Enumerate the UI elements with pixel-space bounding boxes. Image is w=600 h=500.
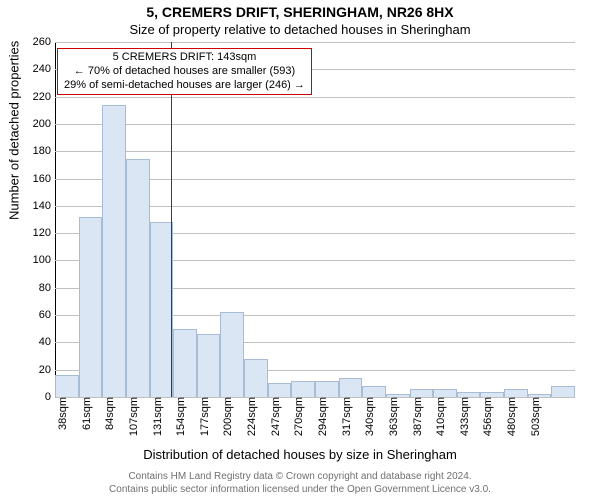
x-tick-label: 387sqm xyxy=(410,397,424,436)
y-axis-line xyxy=(55,42,56,397)
gridline xyxy=(55,97,575,98)
x-tick-label: 270sqm xyxy=(291,397,305,436)
gridline xyxy=(55,124,575,125)
histogram-bar xyxy=(504,389,528,397)
y-tick-label: 120 xyxy=(33,227,55,239)
x-tick-label: 200sqm xyxy=(220,397,234,436)
y-tick-label: 100 xyxy=(33,254,55,266)
callout-line: 5 CREMERS DRIFT: 143sqm xyxy=(64,51,305,65)
gridline xyxy=(55,151,575,152)
x-tick-label: 410sqm xyxy=(433,397,447,436)
chart-title: 5, CREMERS DRIFT, SHERINGHAM, NR26 8HX xyxy=(0,4,600,20)
chart-container: 5, CREMERS DRIFT, SHERINGHAM, NR26 8HX S… xyxy=(0,0,600,500)
x-tick-label: 131sqm xyxy=(150,397,164,436)
y-tick-label: 140 xyxy=(33,200,55,212)
x-tick-label: 456sqm xyxy=(480,397,494,436)
histogram-bar xyxy=(410,389,434,397)
callout-line: ← 70% of detached houses are smaller (59… xyxy=(64,65,305,79)
chart-subtitle: Size of property relative to detached ho… xyxy=(0,22,600,37)
attribution-line: Contains public sector information licen… xyxy=(0,484,600,497)
marker-line xyxy=(171,42,172,397)
histogram-bar xyxy=(150,222,174,397)
plot-area: 02040608010012014016018020022024026038sq… xyxy=(55,42,575,397)
x-tick-label: 294sqm xyxy=(315,397,329,436)
x-axis-label: Distribution of detached houses by size … xyxy=(0,447,600,462)
x-tick-label: 317sqm xyxy=(339,397,353,436)
histogram-bar xyxy=(339,378,363,397)
y-tick-label: 60 xyxy=(39,309,55,321)
y-axis-label: Number of detached properties xyxy=(7,40,22,219)
x-tick-label: 154sqm xyxy=(173,397,187,436)
histogram-bar xyxy=(173,329,197,397)
y-tick-label: 200 xyxy=(33,118,55,130)
x-tick-label: 503sqm xyxy=(528,397,542,436)
x-tick-label: 480sqm xyxy=(504,397,518,436)
x-tick-label: 363sqm xyxy=(386,397,400,436)
histogram-bar xyxy=(551,386,575,397)
histogram-bar xyxy=(362,386,386,397)
x-tick-label: 177sqm xyxy=(197,397,211,436)
y-tick-label: 160 xyxy=(33,173,55,185)
y-tick-label: 240 xyxy=(33,63,55,75)
x-tick-label: 433sqm xyxy=(457,397,471,436)
x-tick-label: 107sqm xyxy=(126,397,140,436)
x-tick-label: 247sqm xyxy=(268,397,282,436)
histogram-bar xyxy=(197,334,221,397)
attribution-text: Contains HM Land Registry data © Crown c… xyxy=(0,471,600,496)
callout-line: 29% of semi-detached houses are larger (… xyxy=(64,79,305,93)
marker-callout: 5 CREMERS DRIFT: 143sqm← 70% of detached… xyxy=(57,48,312,95)
histogram-bar xyxy=(126,159,150,397)
y-tick-label: 260 xyxy=(33,36,55,48)
y-tick-label: 0 xyxy=(45,391,55,403)
histogram-bar xyxy=(244,359,268,397)
x-tick-label: 61sqm xyxy=(79,397,93,430)
y-tick-label: 180 xyxy=(33,145,55,157)
y-tick-label: 20 xyxy=(39,364,55,376)
histogram-bar xyxy=(315,381,339,397)
y-tick-label: 220 xyxy=(33,91,55,103)
histogram-bar xyxy=(220,312,244,397)
histogram-bar xyxy=(102,105,126,397)
x-tick-label: 340sqm xyxy=(362,397,376,436)
y-tick-label: 80 xyxy=(39,282,55,294)
x-tick-label: 38sqm xyxy=(55,397,69,430)
histogram-bar xyxy=(79,217,103,397)
attribution-line: Contains HM Land Registry data © Crown c… xyxy=(0,471,600,484)
y-tick-label: 40 xyxy=(39,336,55,348)
histogram-bar xyxy=(433,389,457,397)
histogram-bar xyxy=(268,383,292,397)
gridline xyxy=(55,42,575,43)
histogram-bar xyxy=(291,381,315,397)
x-tick-label: 224sqm xyxy=(244,397,258,436)
histogram-bar xyxy=(55,375,79,397)
x-tick-label: 84sqm xyxy=(102,397,116,430)
